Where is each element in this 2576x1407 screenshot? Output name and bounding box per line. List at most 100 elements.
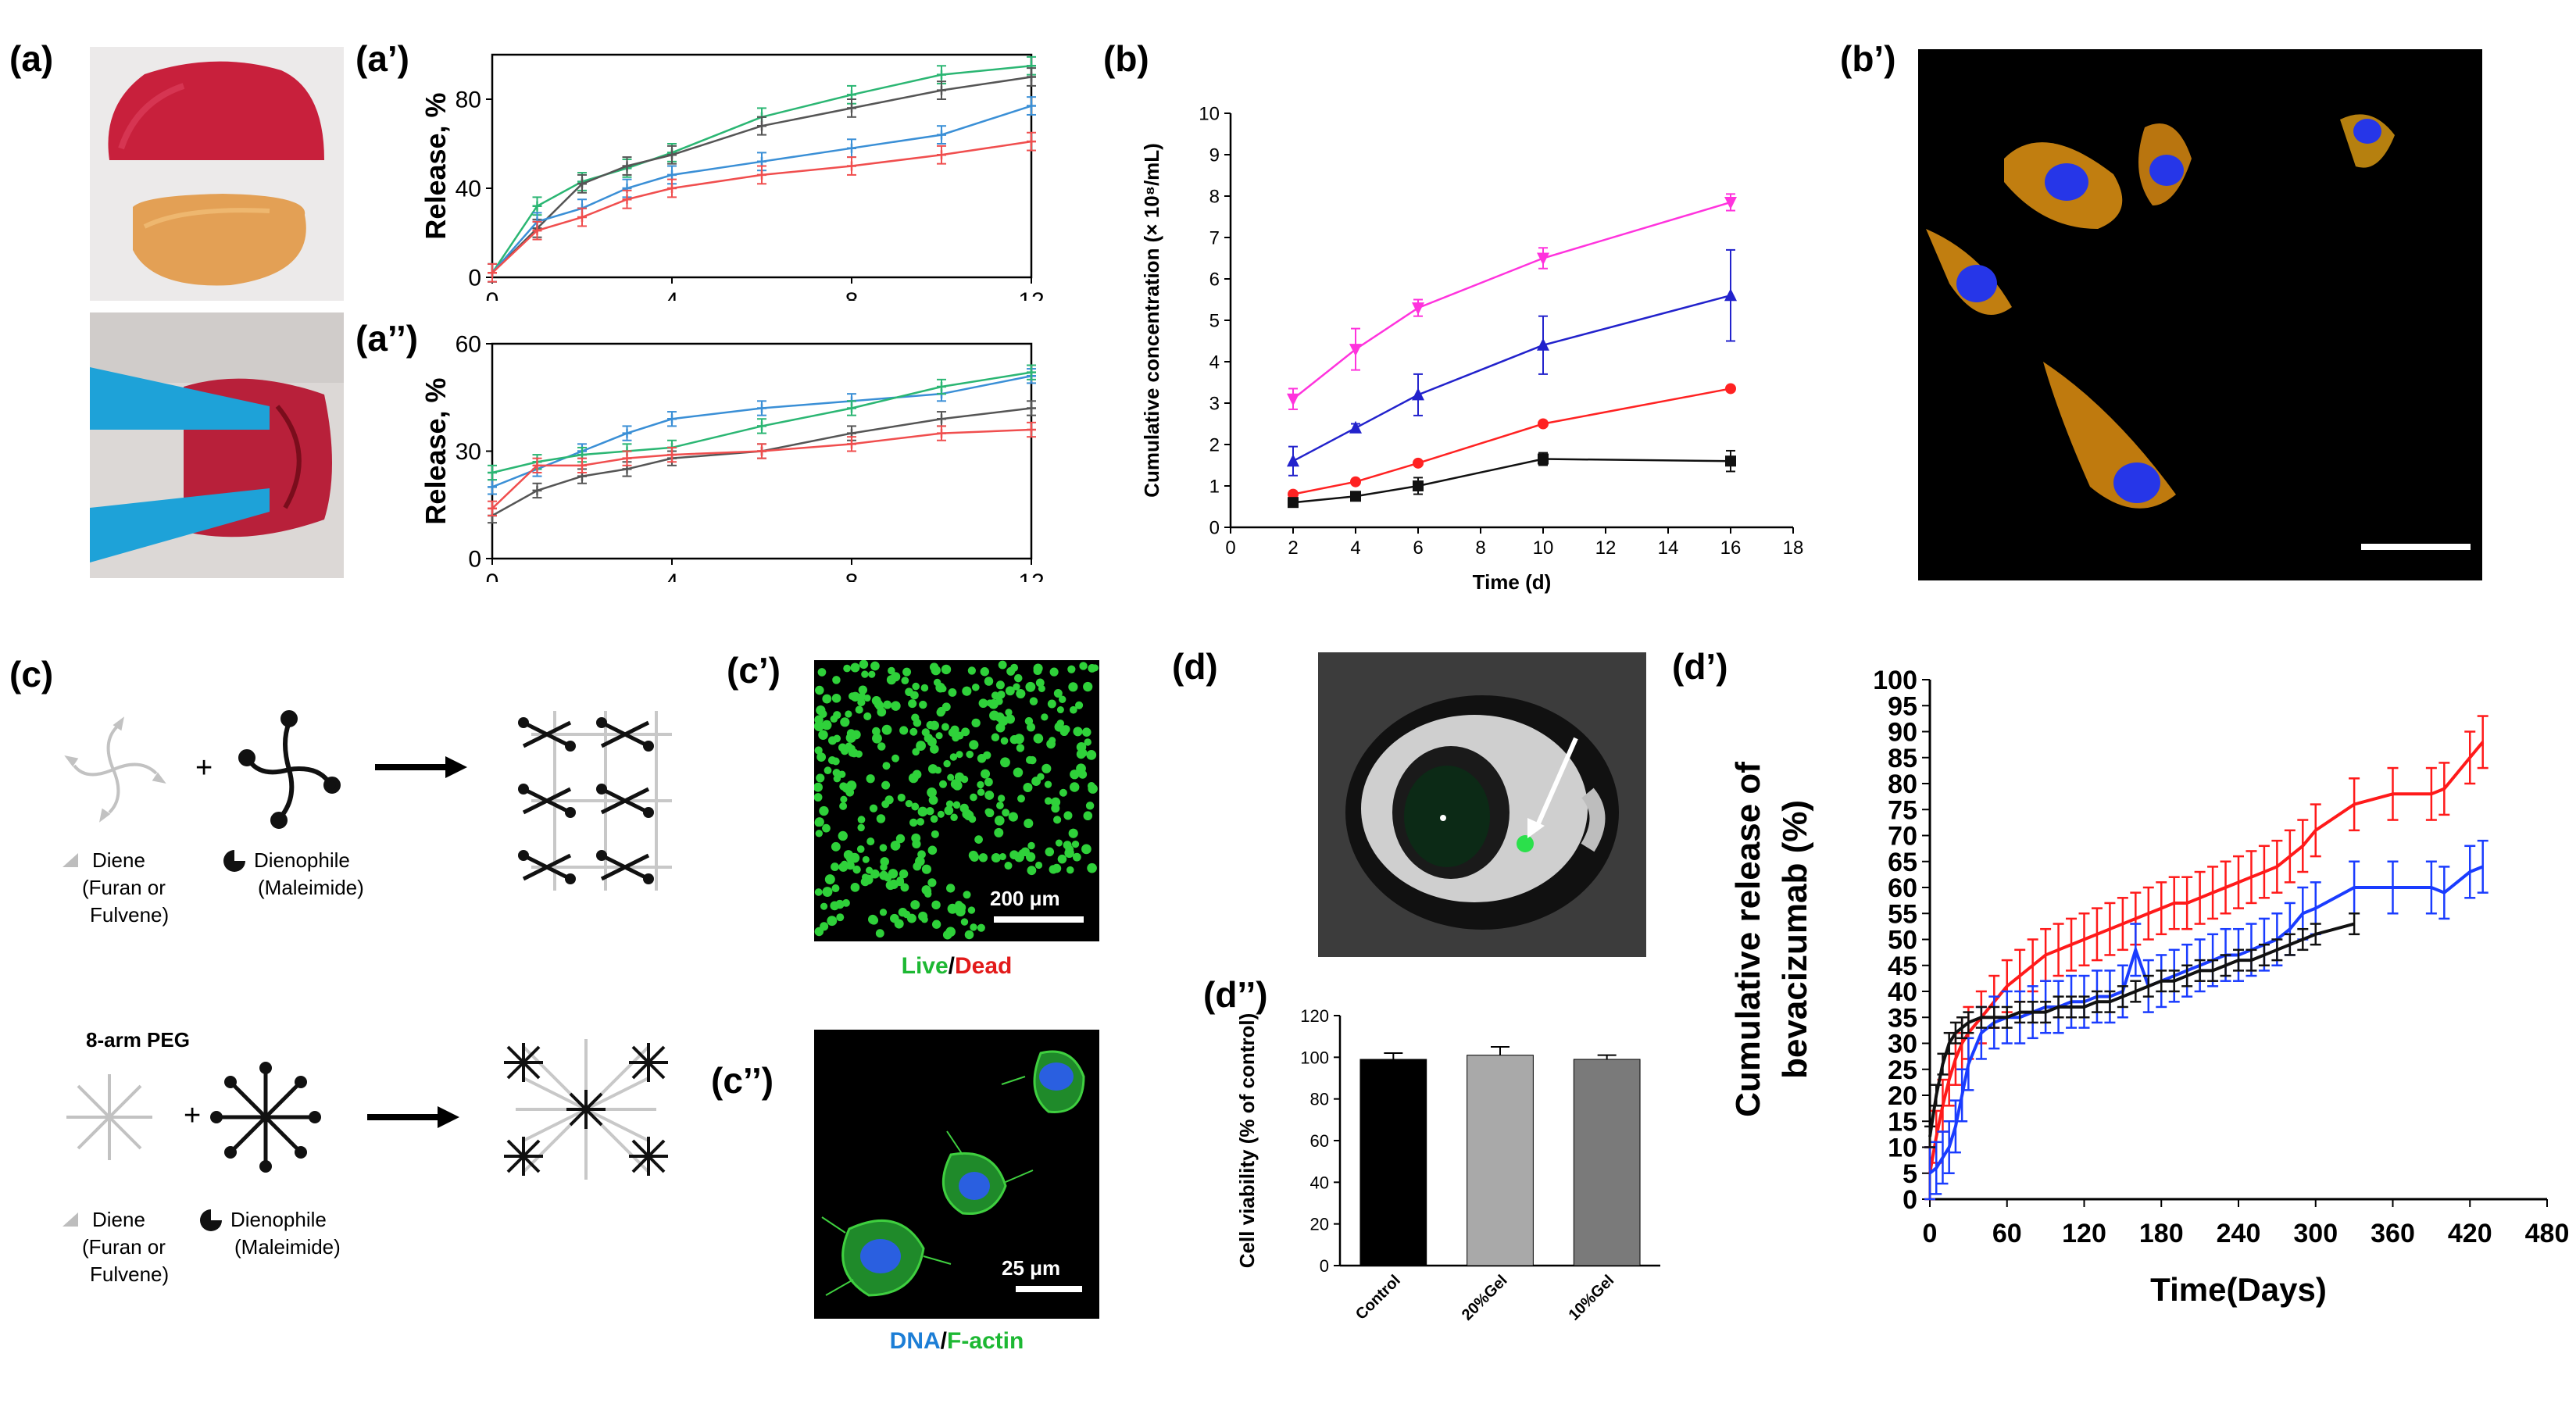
eye-image (1318, 652, 1646, 957)
live-cell-dot (964, 930, 974, 940)
d1-ytick-label: 70 (1888, 822, 1917, 852)
live-cell-dot (1059, 788, 1067, 797)
panel-label-d-prime: (d’) (1672, 646, 1728, 687)
panel-label-b-prime: (b’) (1840, 38, 1896, 79)
d1-xtick-label: 120 (2062, 1219, 2106, 1248)
live-cell-dot (1014, 673, 1023, 683)
live-cell-dot (879, 844, 888, 852)
a1-xtick-label: 4 (666, 288, 679, 301)
scale-text-25: 25 μm (1002, 1256, 1061, 1280)
live-cell-dot (1027, 841, 1035, 850)
live-cell-dot (1069, 782, 1080, 792)
live-cell-dot (991, 691, 999, 700)
b-point (1349, 420, 1362, 434)
live-cell-dot (998, 716, 1009, 727)
live-cell-dot (845, 710, 852, 718)
a2-point (667, 450, 677, 460)
live-cell-dot (814, 793, 823, 802)
live-cell-dot (1006, 666, 1016, 676)
a1-point (667, 170, 677, 180)
a1-point (757, 170, 766, 180)
live-cell-dot (870, 661, 880, 671)
d1-xlabel: Time(Days) (2150, 1271, 2327, 1308)
live-cell-dot (952, 780, 963, 791)
caption-dna-factin: DNA/F-actin (814, 1328, 1099, 1355)
live-cell-dot (831, 884, 840, 893)
live-cell-dot (1017, 795, 1025, 803)
live-cell-dot (866, 837, 875, 846)
live-cell-dot (822, 823, 831, 833)
d2-ytick-label: 100 (1300, 1048, 1329, 1067)
live-cell-dot (920, 916, 928, 923)
scale-bar (2361, 544, 2471, 550)
live-cell-dot (1068, 828, 1078, 838)
live-cell-dot (1033, 733, 1044, 744)
live-cell-dot (902, 910, 911, 919)
live-cell-dot (1025, 681, 1036, 692)
live-cell-dot (956, 751, 963, 759)
d2-ytick-label: 80 (1310, 1090, 1329, 1109)
live-cell-dot (888, 879, 899, 889)
a1-point (1027, 137, 1036, 147)
live-cell-dot (931, 665, 941, 676)
diene-label-2: Diene (92, 1208, 145, 1231)
live-cell-dot (863, 712, 872, 720)
live-cell-dot (966, 750, 974, 759)
live-cell-dot (861, 873, 870, 881)
live-cell-dot (851, 730, 860, 740)
live-cell-dot (899, 726, 909, 735)
a1-point (532, 201, 542, 211)
peg-title: 8-arm PEG (86, 1028, 190, 1052)
live-cell-dot (1079, 662, 1088, 670)
live-cell-dot (868, 670, 876, 678)
live-cell-dot (994, 815, 1005, 826)
live-cell-dot (814, 782, 823, 792)
live-cell-dot (901, 677, 909, 685)
live-cell-dot (877, 742, 886, 751)
live-cell-dot (862, 855, 870, 863)
live-cell-dot (1050, 797, 1061, 807)
d1-ytick-label: 25 (1888, 1055, 1917, 1085)
scale-bar-200 (994, 916, 1084, 923)
a1-point (622, 161, 632, 171)
live-cell-dot (971, 718, 981, 728)
scale-bar-25 (1016, 1286, 1082, 1292)
a1-point (847, 143, 856, 153)
a1-point (847, 90, 856, 100)
live-cell-dot (997, 795, 1006, 802)
a2-point (577, 460, 587, 470)
live-cell-dot (856, 845, 865, 853)
live-cell-dot (909, 818, 918, 827)
b-xtick-label: 0 (1225, 537, 1235, 559)
live-cell-dot (1047, 699, 1056, 709)
live-cell-dot (881, 780, 891, 790)
live-cell-dot (1058, 695, 1066, 703)
a1-ytick-label: 80 (456, 87, 481, 113)
live-cell-dot (935, 732, 943, 740)
live-cell-dot (977, 780, 984, 789)
d2-ytick-label: 40 (1310, 1173, 1329, 1192)
b-xtick-label: 14 (1658, 537, 1679, 559)
live-cell-dot (872, 733, 882, 744)
live-cell-dot (876, 814, 886, 823)
a1-point (937, 130, 946, 140)
a1-xtick-label: 0 (486, 288, 499, 301)
a2-point (757, 446, 766, 456)
live-cell-dot (910, 900, 920, 910)
live-cell-dot (1018, 849, 1027, 857)
live-cell-dot (836, 913, 845, 922)
b-xtick-label: 10 (1533, 537, 1554, 559)
dna-factin-image: 25 μm (814, 1030, 1099, 1319)
a2-point (757, 421, 766, 431)
live-cell-dot (994, 827, 1004, 837)
live-cell-dot (1004, 862, 1013, 870)
b-point (1413, 457, 1424, 469)
live-cell-dot (920, 684, 929, 692)
live-cell-dot (977, 923, 985, 932)
a2-ylabel: Release, % (420, 377, 452, 524)
live-cell-dot (1049, 737, 1056, 745)
live-cell-dot (927, 787, 937, 798)
b-point (1537, 252, 1549, 266)
scale-text-200: 200 μm (990, 887, 1060, 910)
